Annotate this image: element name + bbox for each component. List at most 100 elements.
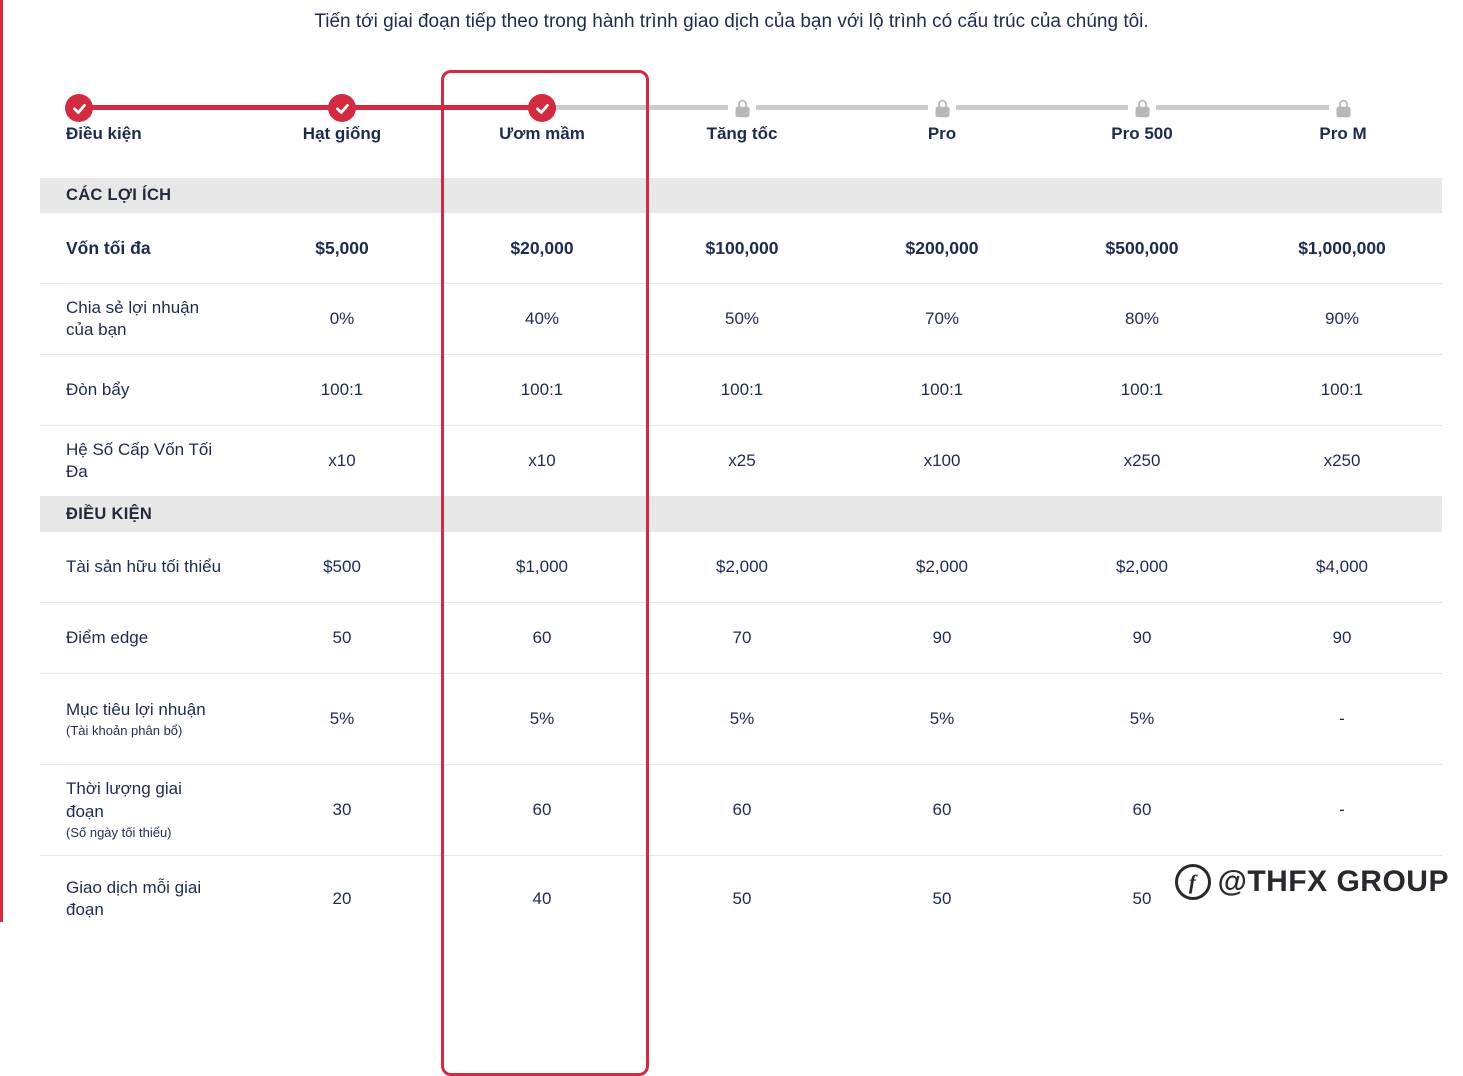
page-title: Tiến tới giai đoạn tiếp theo trong hành … <box>314 11 1149 32</box>
cell-value: x25 <box>728 451 756 470</box>
cell-value: 60 <box>732 800 752 819</box>
cell-value: 70% <box>924 309 960 328</box>
watermark-text: @THFX GROUP <box>1217 865 1449 898</box>
stepper-step-label-4: Pro <box>927 124 957 143</box>
cell-value: $2,000 <box>1116 557 1168 576</box>
table-row: Chia sẻ lợi nhuận của bạn 0% 40% 50% 70% 80% 9… <box>40 284 1442 355</box>
lock-icon <box>1128 95 1156 121</box>
row-label: Đòn bẩy <box>66 379 130 399</box>
cell-value: 30 <box>332 800 352 819</box>
cell-value: - <box>1339 709 1345 728</box>
row-label: Vốn tối đa <box>66 237 151 258</box>
cell-value: 50% <box>724 309 760 328</box>
table-row: Điểm edge 50 60 70 90 90 90 <box>40 603 1442 674</box>
cell-value: 40% <box>524 309 560 328</box>
cell-value: 20 <box>332 889 352 908</box>
cell-value: - <box>1339 800 1345 819</box>
cell-value: 100:1 <box>1120 380 1164 399</box>
stepper-step-label-3: Tăng tốc <box>706 124 778 143</box>
row-label: Tài sản hữu tối thiểu <box>66 556 222 576</box>
row-sublabel: (Số ngày tối thiểu) <box>66 824 172 840</box>
cell-value: 90 <box>1332 628 1352 647</box>
cell-value: 100:1 <box>1320 380 1364 399</box>
row-label: Hệ Số Cấp Vốn Tối Đa <box>66 439 213 481</box>
stepper-step-label-5: Pro 500 <box>1111 124 1173 143</box>
stepper-step-label-0: Điều kiện <box>66 124 142 143</box>
cell-value: 100:1 <box>720 380 764 399</box>
row-label-cell: Đòn bẩy <box>40 369 242 411</box>
row-label-cell: Mục tiêu lợi nhuận (Tài khoản phân bổ) <box>40 689 242 750</box>
cell-value: 5% <box>529 709 555 728</box>
row-label-cell: Chia sẻ lợi nhuận của bạn <box>40 287 242 351</box>
lock-icon <box>1329 95 1357 121</box>
cell-value: 5% <box>1129 709 1155 728</box>
cell-value: $200,000 <box>905 237 979 258</box>
cell-value: 5% <box>929 709 955 728</box>
cell-value: 60 <box>932 800 952 819</box>
table-row: Hệ Số Cấp Vốn Tối Đa x10 x10 x25 x100 x250 x25… <box>40 426 1442 497</box>
row-label-cell: Tài sản hữu tối thiểu <box>40 546 242 588</box>
stepper-step-label-2: Ươm mầm <box>499 124 585 143</box>
cell-value: 50 <box>1132 889 1152 908</box>
page-left-accent <box>0 0 3 922</box>
tier-stepper: Điều kiện Hạt giống Ươm mầm Tăng tốc Pro Pro … <box>40 68 1442 178</box>
row-label-cell: Thời lượng giai đoạn (Số ngày tối thiểu) <box>40 768 242 851</box>
section-header: CÁC LỢI ÍCH <box>40 178 1442 213</box>
cell-value: 40 <box>532 889 552 908</box>
row-label-cell: Giao dịch mỗi giai đoạn <box>40 867 242 931</box>
cell-value: x250 <box>1323 451 1361 470</box>
cell-value: $500,000 <box>1105 237 1179 258</box>
cell-value: $2,000 <box>916 557 968 576</box>
cell-value: x10 <box>328 451 356 470</box>
cell-value: $2,000 <box>716 557 768 576</box>
cell-value: 5% <box>329 709 355 728</box>
cell-value: 90 <box>1132 628 1152 647</box>
cell-value: 5% <box>729 709 755 728</box>
row-label: Chia sẻ lợi nhuận của bạn <box>66 297 200 339</box>
row-label: Mục tiêu lợi nhuận <box>66 699 206 719</box>
cell-value: $100,000 <box>705 237 779 258</box>
cell-value: $4,000 <box>1316 557 1368 576</box>
row-label: Điểm edge <box>66 627 149 647</box>
cell-value: x250 <box>1123 451 1161 470</box>
table-row: Vốn tối đa $5,000 $20,000 $100,000 $200,000 $… <box>40 213 1442 284</box>
cell-value: $500 <box>323 557 361 576</box>
cell-value: 50 <box>932 889 952 908</box>
cell-value: $1,000,000 <box>1298 237 1386 258</box>
cell-value: 50 <box>332 628 352 647</box>
cell-value: 90% <box>1324 309 1360 328</box>
row-label: Giao dịch mỗi giai đoạn <box>66 877 202 919</box>
cell-value: x100 <box>923 451 961 470</box>
lock-icon <box>928 95 956 121</box>
cell-value: 80% <box>1124 309 1160 328</box>
cell-value: 90 <box>932 628 952 647</box>
cell-value: 0% <box>329 309 355 328</box>
cell-value: 100:1 <box>920 380 964 399</box>
stepper-step-label-1: Hạt giống <box>302 124 382 143</box>
row-label-cell: Vốn tối đa <box>40 227 242 270</box>
row-sublabel: (Tài khoản phân bổ) <box>66 722 183 738</box>
cell-value: 100:1 <box>520 380 564 399</box>
section-header: ĐIỀU KIỆN <box>40 497 1442 532</box>
row-label: Thời lượng giai đoạn <box>66 779 182 821</box>
table-row: Thời lượng giai đoạn (Số ngày tối thiểu) 3… <box>40 765 1442 856</box>
check-icon <box>65 94 93 122</box>
cell-value: 60 <box>532 628 552 647</box>
cell-value: 70 <box>732 628 752 647</box>
check-icon <box>328 94 356 122</box>
table-row: Đòn bẩy 100:1 100:1 100:1 100:1 100:1 100:1 <box>40 355 1442 426</box>
cell-value: 60 <box>532 800 552 819</box>
tier-table-body: CÁC LỢI ÍCH Vốn tối đa $5,000 $20,000 $100,0… <box>40 178 1442 942</box>
table-row: Giao dịch mỗi giai đoạn 20 40 50 50 50 <box>40 856 1442 942</box>
watermark: f @THFX GROUP <box>1174 864 1449 900</box>
cell-value: $5,000 <box>315 237 369 258</box>
stepper-line-completed <box>79 105 542 110</box>
cell-value: x10 <box>528 451 556 470</box>
cell-value: 60 <box>1132 800 1152 819</box>
cell-value: $20,000 <box>510 237 574 258</box>
row-label-cell: Hệ Số Cấp Vốn Tối Đa <box>40 429 242 493</box>
row-label-cell: Điểm edge <box>40 617 242 659</box>
check-icon <box>528 94 556 122</box>
table-row: Tài sản hữu tối thiểu $500 $1,000 $2,000 $2,… <box>40 532 1442 603</box>
stepper-step-label-6: Pro M <box>1319 124 1367 143</box>
